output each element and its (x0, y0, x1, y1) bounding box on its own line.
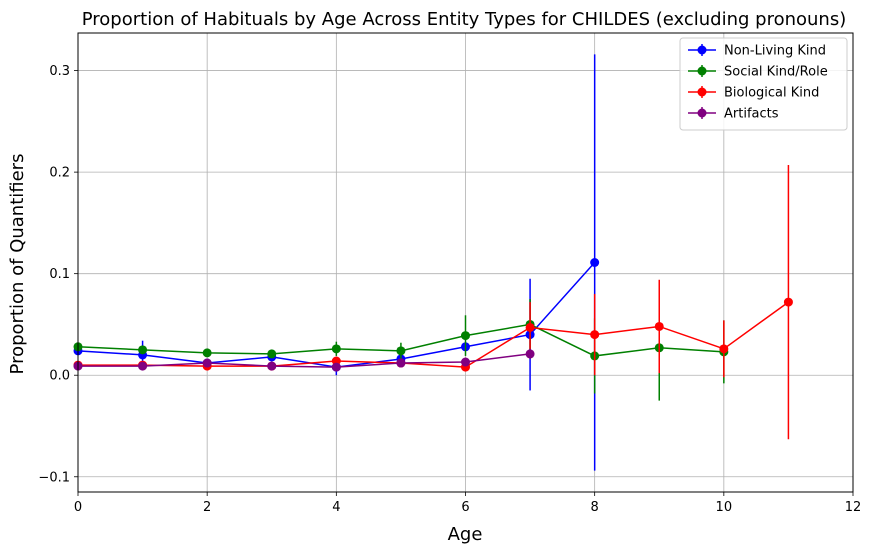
y-tick-label: 0.2 (49, 166, 70, 181)
legend-label: Biological Kind (724, 86, 819, 101)
data-point (783, 297, 793, 307)
data-point (396, 358, 406, 368)
x-axis-title: Age (448, 524, 483, 545)
legend-label: Social Kind/Role (724, 65, 828, 80)
data-point (525, 322, 535, 332)
data-point (138, 345, 148, 355)
x-tick-label: 2 (203, 500, 211, 515)
legend-item: Artifacts (688, 107, 779, 122)
data-point (138, 361, 148, 371)
y-tick-label: 0.3 (49, 64, 70, 79)
x-tick-label: 6 (461, 500, 469, 515)
legend-item: Non-Living Kind (688, 44, 826, 59)
chart-title: Proportion of Habituals by Age Across En… (82, 9, 846, 30)
x-tick-label: 0 (74, 500, 82, 515)
x-tick-label: 4 (332, 500, 340, 515)
series-line (78, 301, 789, 368)
y-tick-label: 0.0 (49, 369, 70, 384)
series-layer (73, 54, 793, 471)
data-point (267, 349, 277, 359)
data-point (590, 330, 600, 340)
data-point (461, 331, 470, 341)
data-point (525, 349, 535, 359)
y-tick-label: 0.1 (49, 267, 70, 282)
x-tick-label: 10 (716, 500, 733, 515)
data-point (202, 348, 212, 358)
legend-swatch-marker (697, 108, 707, 118)
data-point (202, 358, 212, 368)
legend-swatch-marker (697, 66, 707, 76)
series-biological-kind (73, 165, 793, 440)
legend-box (679, 37, 848, 131)
data-point (461, 357, 470, 367)
data-point (590, 258, 600, 267)
legend-swatch-marker (697, 87, 707, 97)
series-line (78, 353, 531, 368)
data-point (267, 361, 277, 371)
data-point (396, 346, 406, 356)
data-point (654, 321, 664, 331)
legend-swatch-marker (697, 45, 707, 55)
x-tick-label: 12 (845, 500, 862, 515)
series-social-kind-role (73, 294, 729, 401)
tick-layer: 0 2 4 6 8 10 12 −0.1 0.0 0.1 0.2 0.3 (38, 64, 861, 515)
data-point (331, 344, 341, 354)
legend-label: Artifacts (724, 107, 779, 122)
legend-item: Social Kind/Role (688, 65, 828, 80)
legend-label: Non-Living Kind (724, 44, 826, 59)
y-axis-title: Proportion of Quantifiers (7, 154, 28, 375)
data-point (331, 362, 341, 372)
legend-item: Biological Kind (688, 86, 819, 101)
x-tick-label: 8 (591, 500, 599, 515)
legend: Non-Living Kind Social Kind/Role Biologica… (679, 37, 848, 131)
data-point (719, 344, 729, 354)
y-tick-label: −0.1 (38, 470, 70, 485)
